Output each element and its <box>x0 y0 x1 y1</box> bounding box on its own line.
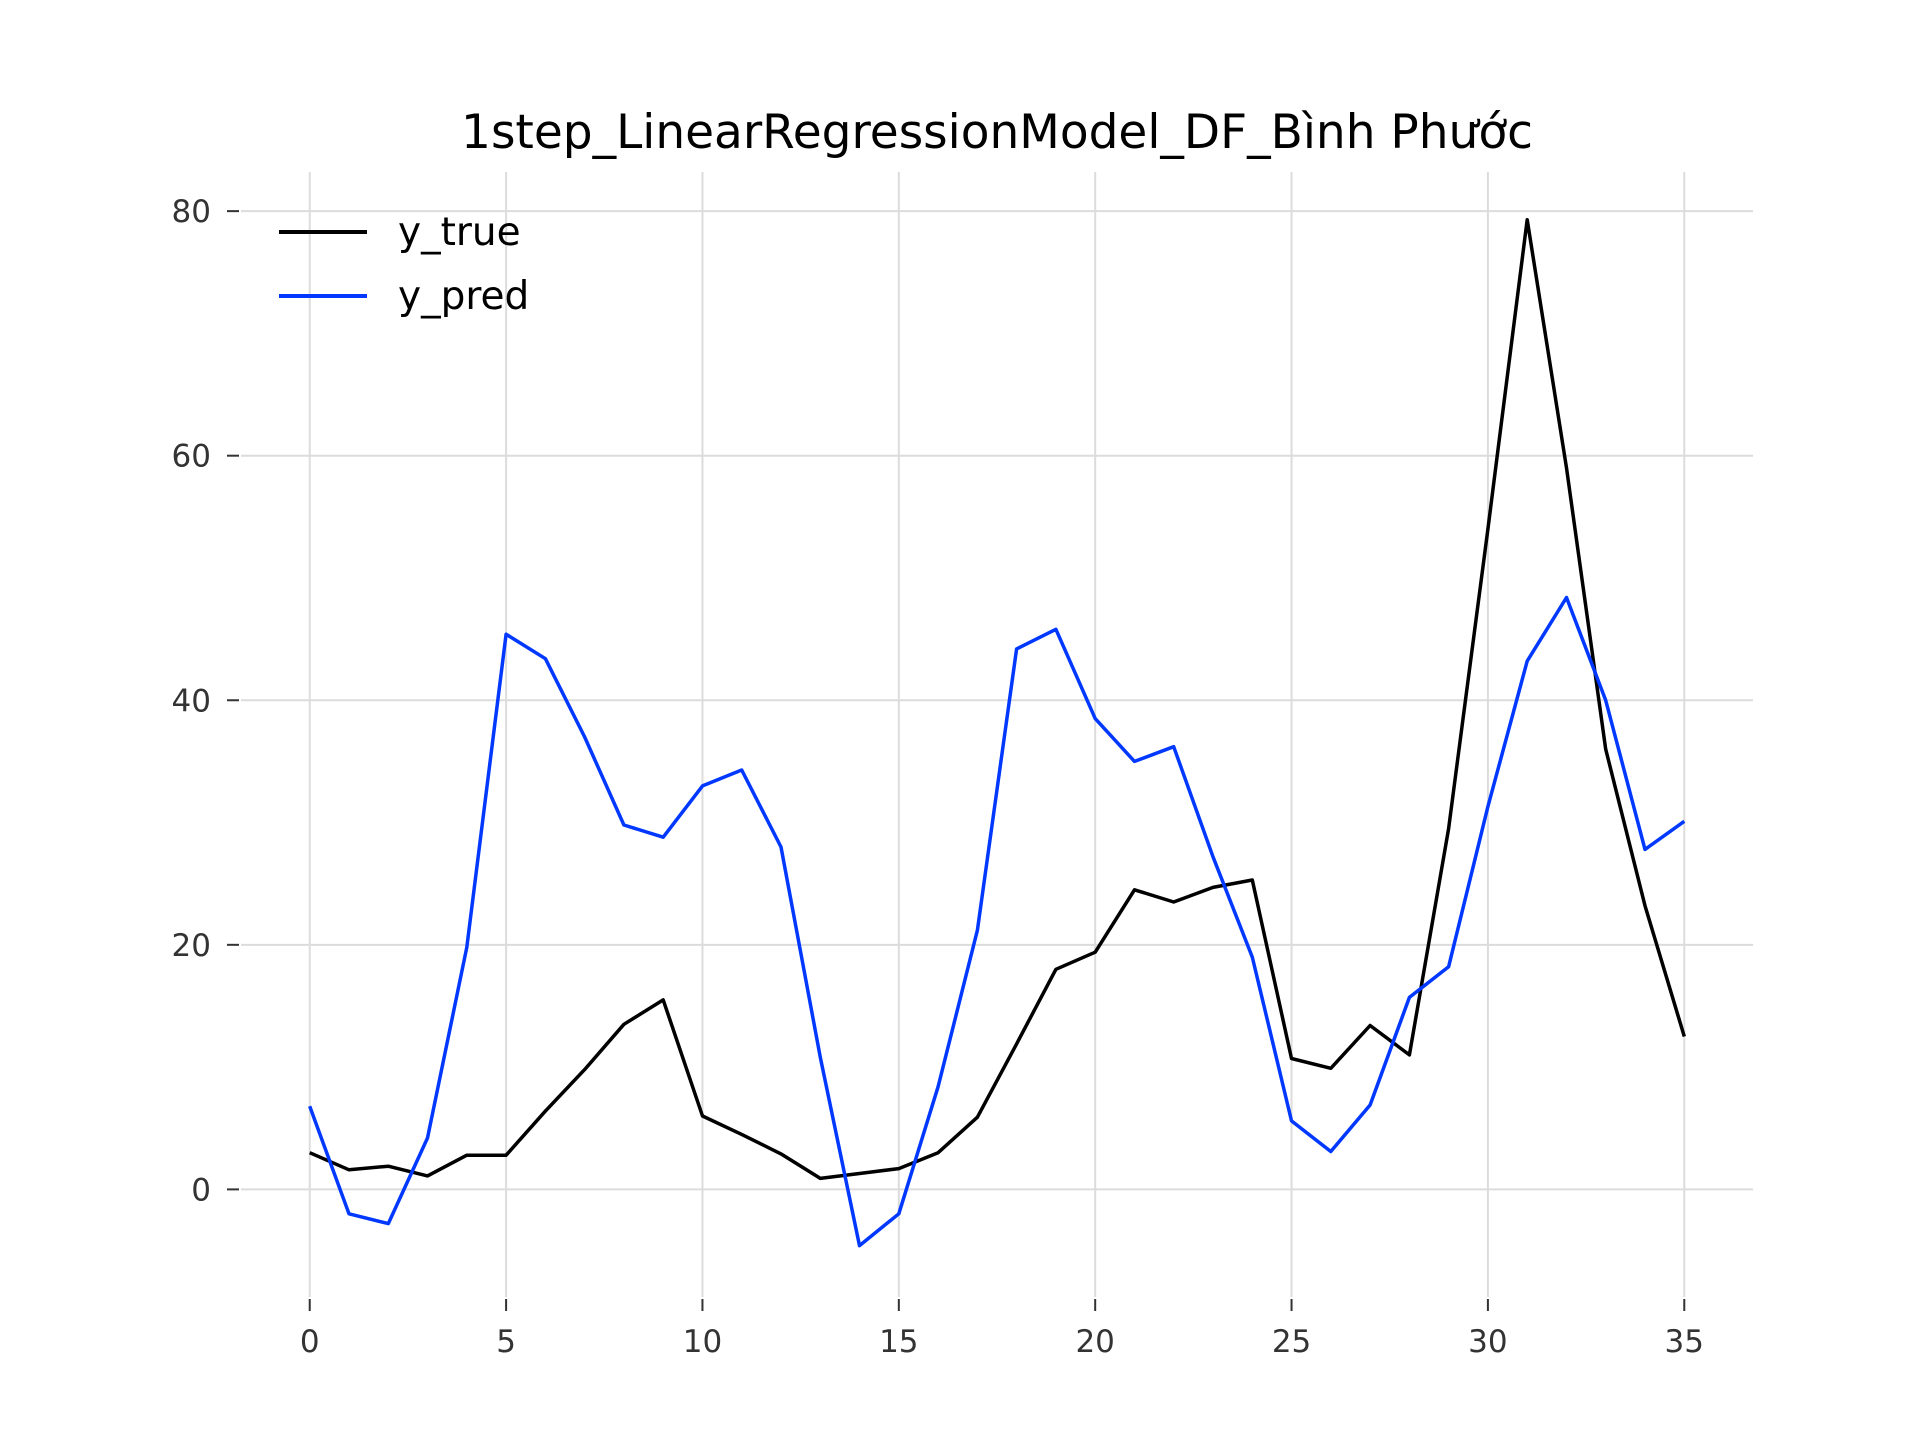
legend-label-y-pred: y_pred <box>398 274 529 319</box>
grid-horizontal <box>241 210 1753 1191</box>
y-tick-label: 40 <box>172 683 211 719</box>
series-line-y-pred <box>308 595 1686 1248</box>
series-lines <box>308 217 1686 1248</box>
y-tick-label: 60 <box>172 439 211 475</box>
x-tick-label: 25 <box>1272 1324 1311 1360</box>
y-tick-label: 80 <box>172 194 211 230</box>
x-axis-ticks: 0 5 10 15 20 25 30 35 <box>300 1299 1704 1360</box>
x-tick-label: 35 <box>1665 1324 1704 1360</box>
y-tick-label: 20 <box>172 928 211 964</box>
x-tick-label: 30 <box>1468 1324 1507 1360</box>
grid-vertical <box>308 172 1686 1297</box>
legend-label-y-true: y_true <box>398 210 521 255</box>
x-tick-label: 15 <box>879 1324 918 1360</box>
x-tick-label: 20 <box>1075 1324 1114 1360</box>
legend: y_true y_pred <box>279 210 529 319</box>
x-tick-label: 10 <box>683 1324 722 1360</box>
y-axis-ticks: 0 20 40 60 80 <box>172 194 239 1208</box>
x-tick-label: 5 <box>496 1324 516 1360</box>
y-tick-label: 0 <box>191 1172 211 1208</box>
chart-title: 1step_LinearRegressionModel_DF_Bình Phướ… <box>461 105 1533 160</box>
x-tick-label: 0 <box>300 1324 320 1360</box>
series-line-y-true <box>309 217 1686 1181</box>
